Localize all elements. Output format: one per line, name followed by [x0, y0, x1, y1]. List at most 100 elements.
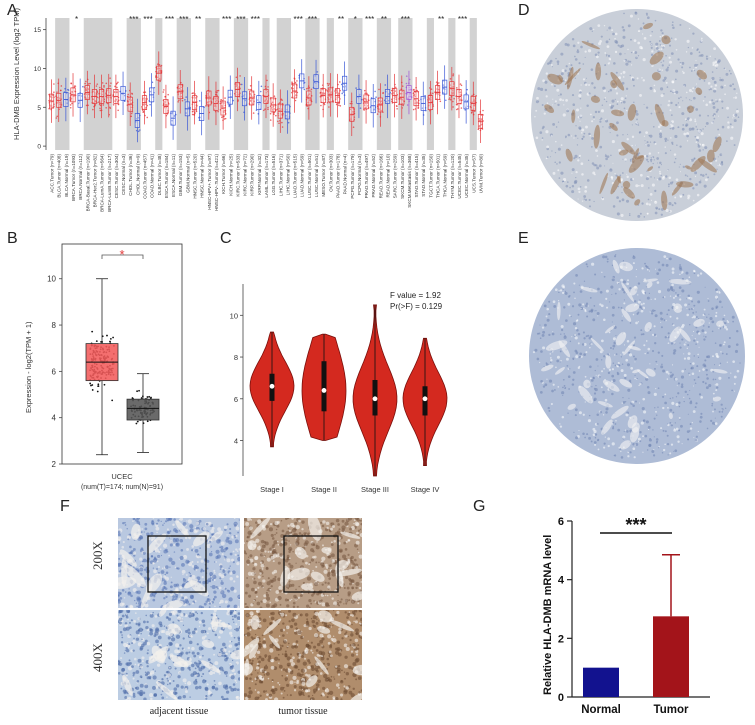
x-tick-label: Normal	[581, 704, 621, 716]
sample-box	[233, 67, 241, 112]
y-axis-label: HLA-DMB Expression Level (log2 TPM)	[12, 8, 21, 140]
sample-box	[349, 92, 356, 137]
jitter-point	[91, 330, 94, 333]
x-tick-label: BRCA-Basal.Tumor (n=190)	[85, 154, 90, 212]
x-tick-label: PAAD.Tumor (n=178)	[335, 154, 340, 198]
jitter-point	[95, 340, 98, 343]
jitter-point	[90, 384, 92, 387]
x-tick-label: BRCA.Normal (n=112)	[78, 154, 83, 200]
x-tick-label: THCA.Normal (n=59)	[443, 154, 448, 198]
sample-box	[140, 80, 149, 125]
sample-box	[383, 74, 392, 119]
jitter-point	[109, 337, 112, 340]
significance-star: ***	[308, 15, 317, 24]
x-tick-label: BLCA.Tumor (n=408)	[57, 154, 62, 198]
f-value-annotation: F value = 1.92	[390, 291, 441, 300]
boxplot-marks	[48, 51, 484, 144]
significance-stars: * *** *** *** *** ** *** *** *** *** *** ** * *** ** **…	[75, 15, 467, 24]
sample-box	[170, 96, 177, 140]
sample-box	[112, 74, 120, 119]
jitter-point	[146, 420, 149, 423]
significance-star: **	[381, 15, 387, 24]
jitter-point	[89, 382, 92, 385]
sample-box	[326, 73, 334, 117]
sample-box	[69, 73, 77, 117]
sample-box	[205, 76, 213, 120]
sample-box	[91, 74, 99, 119]
x-tick-label: LUSC.Tumor (n=501)	[307, 154, 312, 198]
jitter-point	[131, 397, 134, 399]
sample-box	[469, 81, 477, 126]
x-tick-label: HNSC-HPV+.Tumor (n=97)	[207, 154, 212, 210]
x-tick-label: LIHC.Tumor (n=371)	[278, 154, 283, 197]
significance-star: ***	[365, 15, 374, 24]
y-tick-label: 0	[558, 692, 564, 704]
x-tick-label: UCS.Tumor (n=57)	[471, 154, 476, 193]
x-tick-label: HNSC-HPV-.Tumor (n=421)	[214, 154, 219, 211]
panel-label-d: D	[518, 2, 530, 19]
sample-box	[77, 78, 84, 123]
x-tick-label: STAD.Normal (n=35)	[421, 154, 426, 197]
sample-box	[319, 73, 327, 118]
x-tick-label: LGG.Tumor (n=516)	[271, 154, 276, 196]
y-tick-label: 0	[37, 144, 41, 151]
sample-box	[134, 98, 141, 143]
pan-cancer-boxplot: 0 5 10 15 ACC.Tumor (n=79) BLCA.Tumor (n=408…	[12, 8, 484, 212]
x-tick-label: COAD.Normal (n=41)	[150, 154, 155, 199]
sample-box	[284, 90, 291, 134]
sample-box	[119, 71, 127, 116]
significance-star: **	[438, 15, 444, 24]
x-tick-label: LUSC.Normal (n=51)	[314, 154, 319, 197]
x-tick-label: KIRP.Tumor (n=290)	[250, 154, 255, 196]
y-tick-label: 6	[52, 367, 57, 376]
sample-box	[463, 80, 469, 124]
significance-star: *	[354, 15, 357, 24]
x-tick-label: ESCA.Normal (n=11)	[171, 154, 176, 197]
significance-star: ***	[401, 15, 410, 24]
x-tick-label: STAD.Tumor (n=415)	[414, 154, 419, 198]
significance-star: ***	[251, 15, 260, 24]
x-tick-label: HNSC.Normal (n=44)	[200, 154, 205, 198]
sample-box	[448, 66, 455, 111]
sample-box	[434, 70, 442, 115]
sample-box	[298, 59, 306, 103]
sample-box	[412, 77, 420, 121]
jitter-point	[97, 383, 100, 386]
x-tick-label: GBM.Tumor (n=153)	[178, 154, 183, 197]
significance-star: ***	[143, 15, 152, 24]
jitter-point	[100, 340, 102, 343]
sample-box	[269, 83, 277, 127]
sample-box	[376, 83, 384, 127]
group-band	[205, 18, 220, 150]
violin-4	[402, 337, 448, 467]
jitter-point	[136, 420, 139, 423]
bar-tumor	[653, 553, 689, 697]
panel-label-g: G	[473, 498, 486, 515]
x-tick-label: PCPG.Normal (n=3)	[357, 154, 362, 196]
sample-box	[55, 78, 63, 123]
sample-box	[398, 75, 406, 119]
sample-box	[176, 70, 184, 114]
jitter-point	[136, 390, 138, 393]
x-tick-label: KICH.Normal (n=25)	[228, 154, 233, 196]
violin-marks	[249, 304, 448, 477]
sample-box	[305, 76, 313, 120]
y-ticks: 4 6 8 10	[230, 311, 243, 446]
x-tick-label: CESC.Tumor (n=304)	[114, 154, 119, 199]
jitter-point	[91, 384, 94, 386]
x-tick-label: SKCM.Metastasis (n=368)	[407, 154, 412, 208]
x-tick-label: LAML.Tumor (n=173)	[264, 154, 269, 198]
significance-stars: ***	[625, 515, 646, 535]
y-ticks: 0 2 4 6	[558, 516, 572, 704]
y-tick-label: 10	[230, 311, 238, 320]
y-tick-label: 8	[52, 321, 57, 330]
significance-star: *	[75, 15, 78, 24]
adjacent-tissue-label: adjacent tissue	[149, 706, 209, 717]
sample-box	[340, 61, 348, 105]
x-tick-label: ACC.Tumor (n=79)	[50, 154, 55, 193]
qpcr-bar-chart: 0 2 4 6 Normal Tumor *** Relative HLA-DMB mR…	[542, 515, 710, 716]
significance-star: ***	[179, 15, 188, 24]
x-tick-label: KIRC.Normal (n=72)	[243, 154, 248, 196]
x-tick-label: PRAD.Normal (n=52)	[371, 154, 376, 198]
x-tick-label: LUAD.Tumor (n=515)	[293, 154, 298, 198]
